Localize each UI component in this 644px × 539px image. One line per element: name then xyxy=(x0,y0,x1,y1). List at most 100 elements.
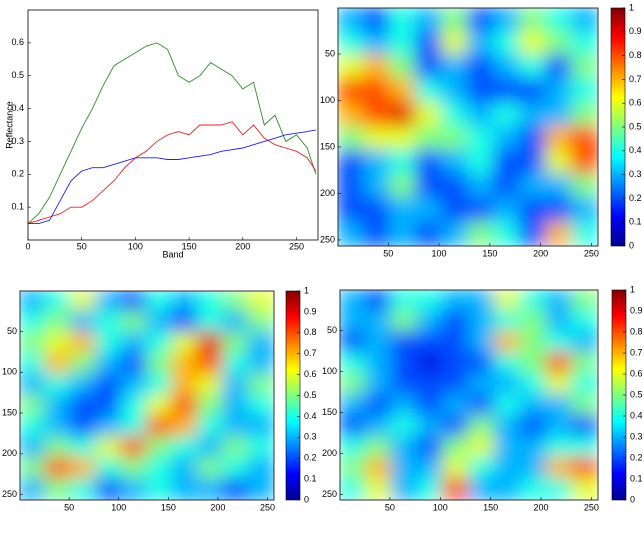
heatmap-cell xyxy=(545,150,573,176)
y-tick-label: 250 xyxy=(322,489,337,499)
heatmap-cell xyxy=(415,174,443,200)
heatmap-cell xyxy=(19,415,46,438)
heatmap-cell xyxy=(197,436,224,459)
heatmap-cell xyxy=(146,332,173,355)
heatmap-cell xyxy=(391,457,419,480)
heatmap-cell xyxy=(389,102,417,128)
heatmap-cell xyxy=(415,102,443,128)
heatmap-image xyxy=(339,289,599,501)
heatmap-cell xyxy=(468,331,496,354)
heatmap-cell xyxy=(121,290,148,313)
heatmap-cell xyxy=(571,78,599,104)
heatmap-cell xyxy=(363,7,391,33)
heatmap-cell xyxy=(468,310,496,333)
heatmap-cell xyxy=(70,457,97,480)
heatmap-cell xyxy=(95,395,122,418)
heatmap-cell xyxy=(442,310,470,333)
heatmap-cell xyxy=(70,332,97,355)
heatmap-cell xyxy=(467,197,495,223)
heatmap-cell xyxy=(520,352,548,375)
heatmap-cell xyxy=(520,457,548,480)
heatmap-cell xyxy=(337,55,365,81)
heatmap-cell xyxy=(520,478,548,501)
heatmap-cell xyxy=(248,353,275,376)
y-tick-label: 0.6 xyxy=(11,37,24,47)
heatmap-cell xyxy=(365,289,393,312)
heatmap-cell xyxy=(467,150,495,176)
heatmap-cell xyxy=(171,395,198,418)
colorbar-tick-label: 0.9 xyxy=(629,26,642,36)
heatmap-cell xyxy=(95,290,122,313)
y-tick-label: 0.2 xyxy=(11,169,24,179)
colorbar-tick-label: 0 xyxy=(629,240,634,250)
heatmap-cell xyxy=(545,197,573,223)
heatmap-cell xyxy=(391,373,419,396)
heatmap-cell xyxy=(416,415,444,438)
heatmap-cell xyxy=(416,373,444,396)
heatmap-cell xyxy=(571,415,599,438)
heatmap-cell xyxy=(197,353,224,376)
heatmap-cell xyxy=(442,331,470,354)
heatmap-cell xyxy=(545,415,573,438)
heatmap-cell xyxy=(365,436,393,459)
heatmap-cell xyxy=(391,331,419,354)
heatmap-cell xyxy=(415,78,443,104)
heatmap-cell xyxy=(389,126,417,152)
heatmap-cell xyxy=(442,415,470,438)
heatmap-cell xyxy=(391,478,419,501)
heatmap-cell xyxy=(365,415,393,438)
heatmap-cell xyxy=(365,352,393,375)
y-tick-label: 100 xyxy=(322,366,337,376)
heatmap-cell xyxy=(442,457,470,480)
heatmap-cell xyxy=(44,332,71,355)
heatmap-cell xyxy=(493,102,521,128)
heatmap-cell xyxy=(571,310,599,333)
heatmap-cell xyxy=(391,289,419,312)
x-tick-label: 50 xyxy=(385,502,395,512)
heatmap-cell xyxy=(44,478,71,501)
heatmap-cell xyxy=(545,31,573,57)
colorbar-tick-label: 0.2 xyxy=(630,452,643,462)
heatmap-cell xyxy=(571,197,599,223)
colorbar-tick-label: 0.1 xyxy=(304,473,317,483)
x-tick-label: 250 xyxy=(260,502,275,512)
heatmap-cell xyxy=(146,478,173,501)
series-line xyxy=(28,130,316,224)
figure: 0501001502002500.10.20.30.40.50.6BandRef… xyxy=(0,0,644,539)
y-tick-label: 250 xyxy=(2,489,17,499)
heatmap-cell xyxy=(571,7,599,33)
heatmap-cell xyxy=(365,457,393,480)
heatmap-cell xyxy=(442,289,470,312)
x-tick-label: 200 xyxy=(210,502,225,512)
heatmap-cell xyxy=(248,478,275,501)
colorbar-tick-label: 1 xyxy=(630,284,635,294)
colorbar-tick-label: 0.9 xyxy=(630,305,643,315)
heatmap-cell xyxy=(121,311,148,334)
heatmap-cell xyxy=(442,373,470,396)
heatmap-cell xyxy=(365,331,393,354)
heatmap-cell xyxy=(415,7,443,33)
heatmap-cell xyxy=(571,352,599,375)
heatmap-cell xyxy=(571,394,599,417)
heatmap-cell xyxy=(339,457,367,480)
heatmap-cell xyxy=(545,7,573,33)
heatmap-cell xyxy=(442,478,470,501)
colorbar-tick-label: 0.8 xyxy=(629,50,642,60)
heatmap-cell xyxy=(415,150,443,176)
colorbar-tick-label: 0.4 xyxy=(304,411,317,421)
heatmap-cell xyxy=(44,436,71,459)
colorbar-tick-label: 1 xyxy=(304,285,309,295)
heatmap-cell xyxy=(248,332,275,355)
heatmap-cell xyxy=(571,331,599,354)
heatmap-cell xyxy=(19,353,46,376)
heatmap-cell xyxy=(442,352,470,375)
heatmap-cell xyxy=(545,436,573,459)
heatmap-cell xyxy=(416,331,444,354)
heatmap-cell xyxy=(519,78,547,104)
heatmap-cell xyxy=(121,353,148,376)
heatmap-cell xyxy=(171,415,198,438)
heatmap-cell xyxy=(467,31,495,57)
heatmap-cell xyxy=(171,353,198,376)
heatmap-cell xyxy=(339,373,367,396)
heatmap-cell xyxy=(441,174,469,200)
